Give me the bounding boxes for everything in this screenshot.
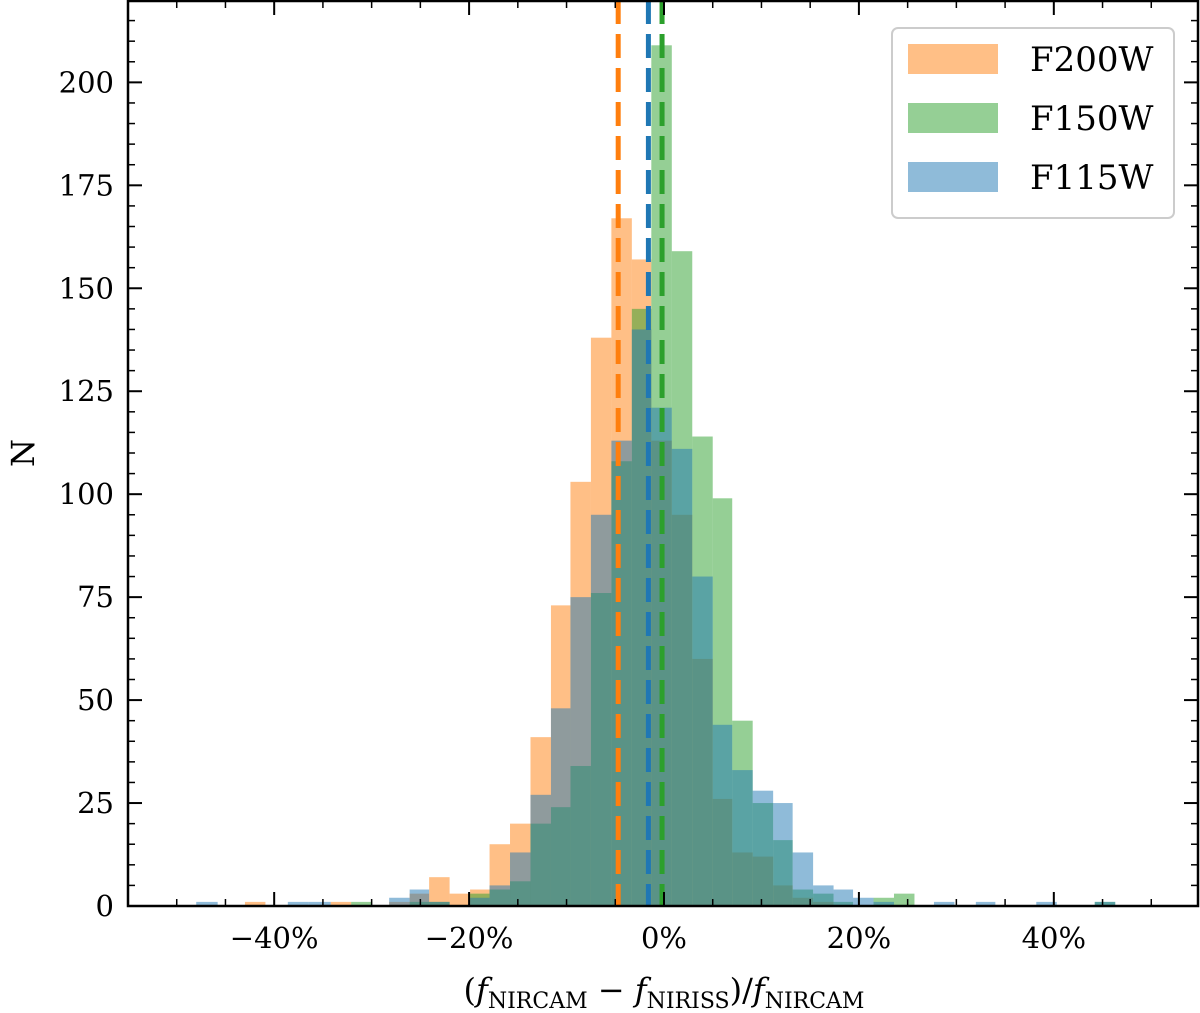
bar-f115w (671, 448, 693, 906)
bar-f115w (570, 597, 591, 906)
x-tick-label: 40% (1022, 921, 1086, 955)
bar-f115w (196, 901, 218, 906)
y-tick-label: 50 (77, 683, 114, 717)
y-tick-labels: 0 25 50 75 100 125 150 175 200 (59, 65, 114, 923)
x-tick-label: 0% (641, 921, 687, 955)
bar-f200w (244, 901, 266, 906)
bar-f115w (933, 901, 955, 906)
legend-label-f200w: F200W (1030, 40, 1153, 80)
bar-f115w (611, 440, 632, 906)
bar-f115w (792, 852, 814, 906)
legend-label-f115w: F115W (1030, 158, 1153, 198)
y-tick-label: 175 (59, 168, 114, 202)
legend-swatch-f200w (908, 44, 998, 74)
y-tick-label: 150 (59, 271, 114, 305)
bar-f115w (873, 901, 894, 906)
y-tick-label: 0 (96, 889, 114, 923)
bar-f115w (308, 901, 331, 906)
legend-swatch-f115w (908, 162, 998, 192)
bar-f115w (550, 708, 571, 906)
legend-swatch-f150w (908, 103, 998, 133)
bar-f115w (853, 897, 874, 906)
bar-f150w (351, 901, 372, 906)
bar-f115w (712, 724, 733, 906)
bar-f115w (833, 889, 854, 906)
bar-f115w (732, 770, 753, 906)
bar-f115w (409, 889, 430, 906)
y-axis-label: N (4, 439, 42, 467)
y-tick-label: 100 (59, 477, 114, 511)
bar-f115w (813, 885, 834, 906)
bar-f115w (752, 790, 774, 906)
x-tick-label: 20% (827, 921, 891, 955)
bar-f115w (773, 803, 793, 906)
bar-f115w (470, 897, 490, 906)
bar-f115w (287, 901, 309, 906)
bar-f115w (1094, 901, 1116, 906)
bar-f115w (975, 901, 996, 906)
bar-f200w (330, 901, 352, 906)
bar-f115w (489, 885, 511, 906)
y-tick-label: 25 (77, 786, 114, 820)
median-lines (615, 0, 665, 906)
bar-f115w (692, 576, 713, 906)
bar-f200w (429, 877, 450, 906)
bar-f115w (590, 514, 612, 906)
bar-f115w (530, 794, 551, 906)
y-tick-label: 200 (59, 65, 114, 99)
x-tick-labels: −40% −20% 0% 20% 40% (230, 921, 1086, 955)
bar-f115w (510, 852, 531, 906)
legend: F200W F150W F115W (891, 27, 1175, 219)
plot-frame (126, 0, 1200, 908)
bar-f115w (389, 897, 410, 906)
y-tick-label: 125 (59, 374, 114, 408)
x-tick-label: −20% (425, 921, 514, 955)
legend-label-f150w: F150W (1030, 99, 1153, 139)
y-tick-label: 75 (77, 580, 114, 614)
x-axis-label: (fNIRCAM − fNIRISS)/fNIRCAM (464, 971, 865, 1013)
x-tick-label: −40% (230, 921, 319, 955)
bar-f115w (1036, 901, 1057, 906)
histogram-bars (196, 45, 1116, 907)
bar-f115w (429, 901, 450, 906)
bar-f150w (893, 893, 915, 906)
bar-f200w (449, 893, 471, 906)
